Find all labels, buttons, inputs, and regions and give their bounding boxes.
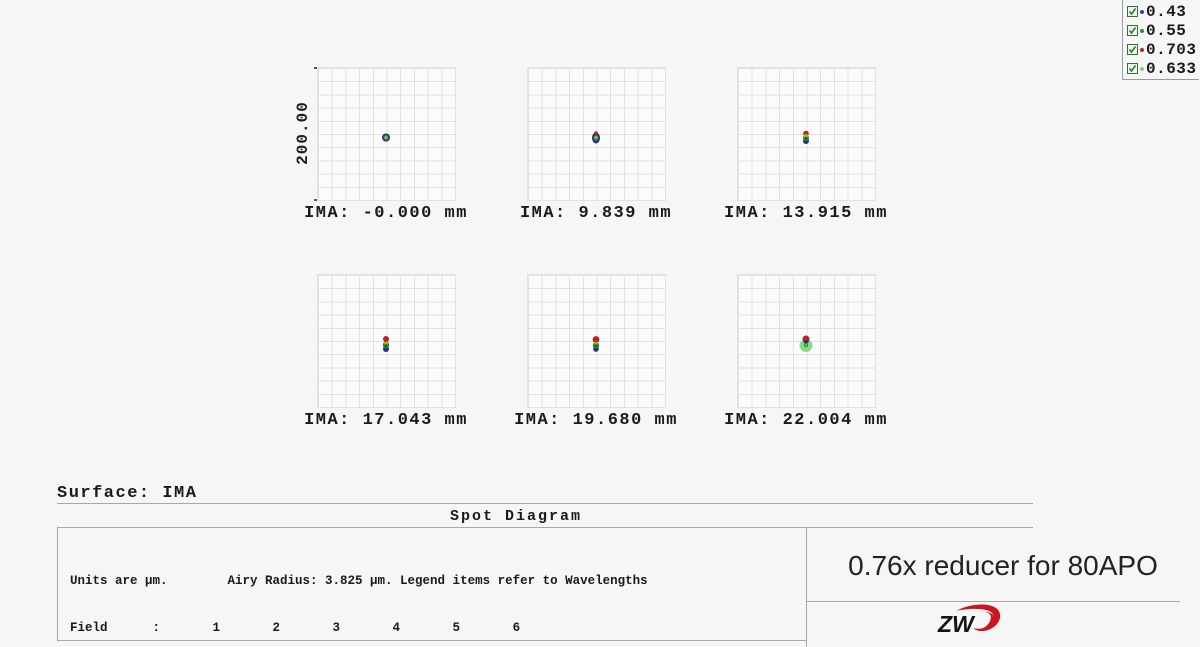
spot-plot-field-3 <box>737 67 876 201</box>
ima-label-field-2: IMA: 9.839 mm <box>519 204 673 223</box>
zwo-logo: ZW <box>937 604 1001 637</box>
info-box-left-border <box>57 527 58 641</box>
zwo-logo-text: ZW <box>937 611 976 637</box>
spot-cluster <box>382 336 390 352</box>
spot-plot-field-4 <box>317 274 456 408</box>
spot-plot-field-1 <box>317 67 456 201</box>
scale-bar-bottom-cap <box>314 199 322 201</box>
checkbox-checked-icon[interactable] <box>1127 25 1138 36</box>
field-index-line: Field : 1 2 3 4 5 6 <box>70 620 521 635</box>
divider-line <box>57 503 1033 504</box>
panel-divider <box>806 527 807 647</box>
checkbox-checked-icon[interactable] <box>1127 44 1138 55</box>
wavelength-color-dot <box>1140 47 1144 52</box>
wavelength-color-dot <box>1140 28 1144 33</box>
spot-cluster <box>799 335 813 352</box>
wavelength-color-dot <box>1140 9 1144 14</box>
ima-label-field-5: IMA: 19.680 mm <box>514 411 678 430</box>
design-title: 0.76x reducer for 80APO <box>848 550 1158 581</box>
legend-item-wavelength-2[interactable]: 0.55 <box>1127 21 1199 40</box>
spot-cluster <box>803 130 809 144</box>
right-panel-divider <box>806 601 1180 602</box>
spot-cluster <box>592 336 600 352</box>
units-airy-line: Units are µm. Airy Radius: 3.825 µm. Leg… <box>70 574 648 588</box>
zwo-logo-swoosh <box>956 604 1001 632</box>
wavelength-label: 0.43 <box>1146 2 1187 21</box>
ima-label-field-3: IMA: 13.915 mm <box>724 204 888 223</box>
spot-plot-field-2 <box>527 67 666 201</box>
wavelength-label: 0.703 <box>1146 40 1197 59</box>
scale-bar-label: 200.00 <box>294 101 312 165</box>
info-box-bottom-border <box>57 640 807 641</box>
checkbox-checked-icon[interactable] <box>1127 6 1138 17</box>
legend-item-wavelength-3[interactable]: 0.703 <box>1127 40 1199 59</box>
zwo-logo-o <box>978 612 995 630</box>
spot-cluster <box>382 133 390 142</box>
legend-item-wavelength-4[interactable]: 0.633 <box>1127 59 1199 78</box>
legend-item-wavelength-1[interactable]: 0.43 <box>1127 2 1199 21</box>
ima-label-field-1: IMA: -0.000 mm <box>304 204 468 223</box>
surface-label: Surface: IMA <box>57 484 198 503</box>
wavelength-label: 0.633 <box>1146 59 1197 78</box>
ima-label-field-4: IMA: 17.043 mm <box>304 411 468 430</box>
spot-statistics-text: Units are µm. Airy Radius: 3.825 µm. Leg… <box>70 543 648 647</box>
divider-line <box>57 527 1033 528</box>
wavelength-label: 0.55 <box>1146 21 1187 40</box>
spot-cluster <box>592 131 600 144</box>
spot-plot-field-6 <box>737 274 876 408</box>
spot-plot-field-5 <box>527 274 666 408</box>
wavelength-legend: 0.43 0.55 0.703 0.633 <box>1122 0 1199 80</box>
diagram-title: Spot Diagram <box>449 508 583 525</box>
checkbox-checked-icon[interactable] <box>1127 63 1138 74</box>
ima-label-field-6: IMA: 22.004 mm <box>724 411 888 430</box>
wavelength-color-dot <box>1140 66 1144 71</box>
